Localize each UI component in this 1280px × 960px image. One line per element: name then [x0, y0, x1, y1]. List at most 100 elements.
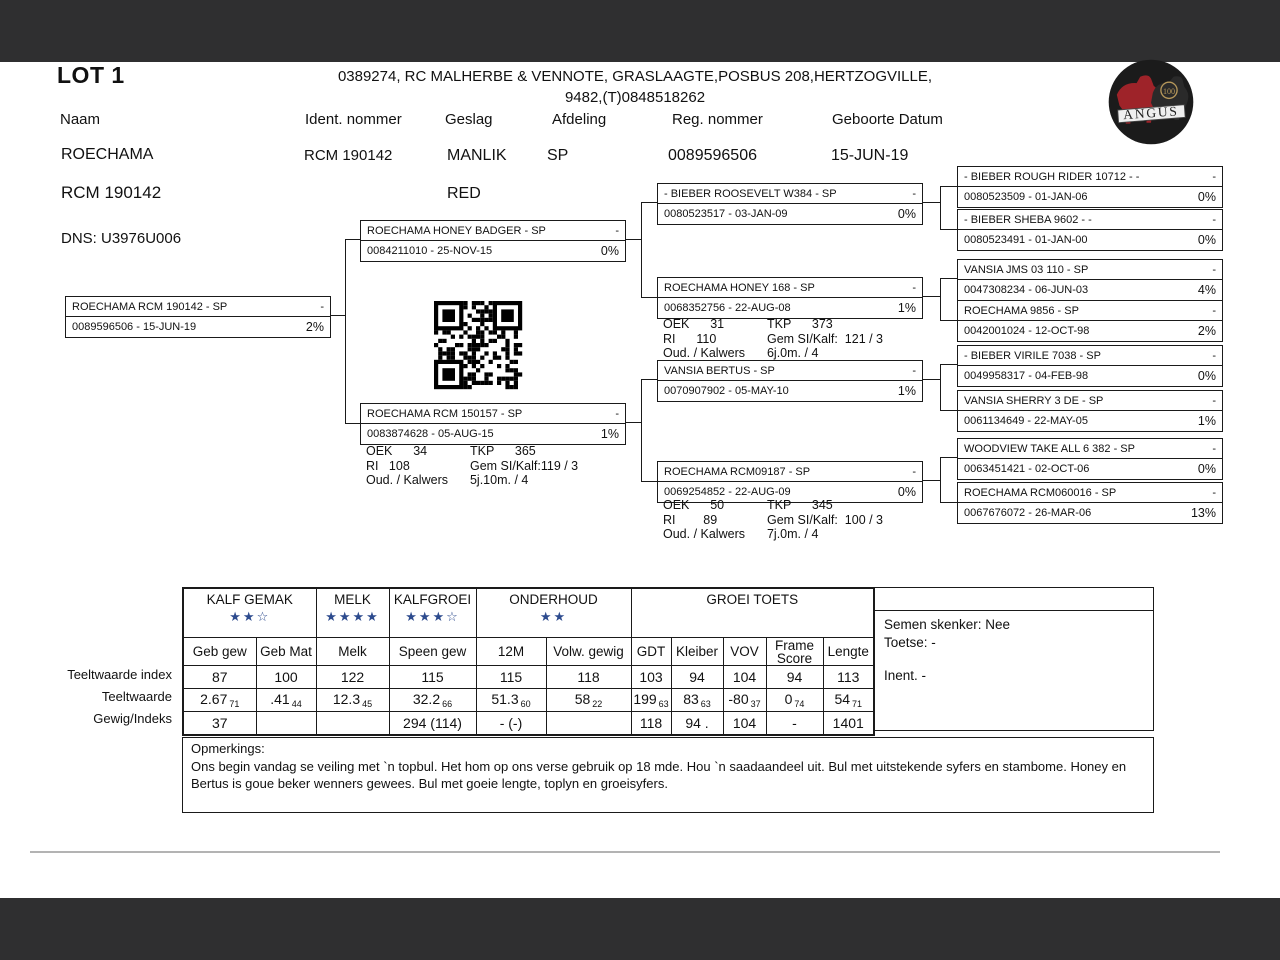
pedigree-box-ssd: - BIEBER SHEBA 9602 - - - 0080523491 - 01-… [957, 209, 1223, 251]
ebv-accuracy: 74 [794, 699, 805, 710]
animal-reg-date: 0080523517 - 03-JAN-09 [664, 208, 788, 220]
animal-reg-date: 0083874628 - 05-AUG-15 [367, 428, 494, 440]
dash: - [1212, 350, 1216, 362]
stats-left-column: OEK 34 RI 108 Oud. / Kalwers [366, 444, 448, 487]
ebv-accuracy: 45 [362, 699, 373, 710]
stats-left-column: OEK 50 RI 89 Oud. / Kalwers [663, 498, 745, 541]
value-name-line2: RCM 190142 [61, 183, 162, 202]
pedigree-bracket [641, 379, 658, 482]
label-geslag: Geslag [445, 111, 493, 128]
pedigree-bracket [940, 457, 958, 503]
animal-name: ROECHAMA HONEY BADGER - SP [367, 225, 546, 237]
pedigree-box-dds: WOODVIEW TAKE ALL 6 382 - SP - 0063451421 … [957, 438, 1223, 480]
column-header: Melk [315, 637, 390, 666]
column-header: GDT [630, 637, 672, 666]
ebv-cell: 2.67 71 [182, 688, 257, 712]
ebv-value: 0 [784, 690, 793, 707]
weight-cell: 294 (114) [388, 711, 477, 736]
inbreeding-pct: 1% [897, 301, 916, 315]
column-header: Frame Score [765, 637, 824, 666]
remarks-box: Opmerkings: Ons begin vandag se veiling … [182, 737, 1154, 813]
animal-name: - BIEBER SHEBA 9602 - - [964, 214, 1092, 226]
value-geboorte-datum: 15-JUN-19 [831, 147, 909, 164]
ebv-accuracy: 63 [700, 699, 711, 710]
animal-reg-date: 0080523509 - 01-JAN-06 [964, 191, 1088, 203]
ebv-accuracy: 71 [229, 699, 240, 710]
dash: - [912, 365, 916, 377]
group-label: KALFGROEI [393, 592, 472, 607]
ebv-value: -80 [728, 690, 749, 707]
animal-name: ROECHAMA 9856 - SP [964, 305, 1079, 317]
pedigree-box-ss: - BIEBER ROOSEVELT W384 - SP - 0080523517 … [657, 183, 923, 225]
column-header: Lengte [822, 637, 875, 666]
group-header-kalf-gemak: KALF GEMAK ★★☆ [182, 587, 317, 638]
animal-name: WOODVIEW TAKE ALL 6 382 - SP [964, 443, 1135, 455]
inbreeding-pct: 1% [600, 427, 619, 441]
value-geslag: MANLIK [447, 147, 507, 164]
index-cell: 115 [475, 665, 547, 689]
ebv-value: 58 [574, 690, 591, 707]
pedigree-box-sire: ROECHAMA HONEY BADGER - SP - 0084211010 - … [360, 220, 626, 262]
group-label: MELK [334, 592, 371, 607]
inbreeding-pct: 0% [1197, 462, 1216, 476]
ebv-value: 199 [633, 690, 657, 707]
column-header: 12M [475, 637, 547, 666]
stats-right-column: TKP 373 Gem SI/Kalf: 121 / 3 6j.0m. / 4 [766, 317, 884, 360]
inbreeding-pct: 1% [1197, 414, 1216, 428]
toetse: Toetse: - [884, 635, 936, 650]
animal-name: - BIEBER ROOSEVELT W384 - SP [664, 188, 837, 200]
pedigree-bracket [641, 202, 658, 298]
pedigree-connector [923, 296, 940, 297]
seller-address: 0389274, RC MALHERBE & VENNOTE, GRASLAAG… [240, 66, 1030, 108]
ebv-value: 32.2 [412, 690, 441, 707]
inent: Inent. - [884, 668, 927, 683]
row-label-gewig-indeks: Gewig/Indeks [93, 711, 172, 726]
animal-name: - BIEBER VIRILE 7038 - SP [964, 350, 1101, 362]
animal-reg-date: 0080523491 - 01-JAN-00 [964, 234, 1088, 246]
ebv-cell: 199 63 [630, 688, 672, 712]
teeltwaarde-index-row: 87 100 122 115 115 118 103 94 104 94 113 [182, 665, 875, 689]
inbreeding-pct: 0% [1197, 190, 1216, 204]
ebv-accuracy: 37 [750, 699, 761, 710]
weight-cell: 94 . [670, 711, 724, 736]
ebv-value: 54 [834, 690, 851, 707]
lot-number: LOT 1 [57, 62, 125, 88]
top-bar [0, 0, 1280, 62]
animal-name: ROECHAMA RCM 190142 - SP [72, 301, 228, 313]
pedigree-bracket [940, 278, 958, 321]
label-geboorte-datum: Geboorte Datum [832, 111, 943, 128]
animal-name: ROECHAMA RCM060016 - SP [964, 487, 1117, 499]
index-cell: 113 [822, 665, 875, 689]
index-cell: 118 [545, 665, 632, 689]
remarks-text: Ons begin vandag se veiling met `n topbu… [191, 758, 1127, 792]
pedigree-box-subject: ROECHAMA RCM 190142 - SP - 0089596506 - 15… [65, 296, 331, 338]
animal-reg-date: 0070907902 - 05-MAY-10 [664, 385, 789, 397]
footer-divider [30, 851, 1220, 853]
row-label-teeltwaarde: Teeltwaarde [101, 689, 172, 704]
weight-cell: 1401 [822, 711, 875, 736]
group-header-kalfgroei: KALFGROEI ★★★☆ [388, 587, 477, 638]
animal-reg-date: 0089596506 - 15-JUN-19 [72, 321, 197, 333]
column-header: Geb Mat [255, 637, 317, 666]
column-header: Speen gew [388, 637, 477, 666]
animal-name: ROECHAMA RCM 150157 - SP [367, 408, 523, 420]
dash: - [912, 188, 916, 200]
weight-cell [255, 711, 317, 736]
inbreeding-pct: 13% [1190, 506, 1216, 520]
weight-cell: - [765, 711, 824, 736]
animal-reg-date: 0061134649 - 22-MAY-05 [964, 415, 1088, 427]
inbreeding-pct: 0% [897, 207, 916, 221]
dash: - [1212, 443, 1216, 455]
pedigree-connector [626, 239, 641, 240]
seller-address-line2: 9482,(T)0848518262 [564, 89, 706, 106]
index-cell: 87 [182, 665, 257, 689]
gewig-indeks-row: 37 294 (114) - (-) 118 94 . 104-1401 [182, 711, 875, 736]
pedigree-box-sd: ROECHAMA HONEY 168 - SP - 0068352756 - 22-… [657, 277, 923, 319]
breeding-values-table: KALF GEMAK ★★☆ MELK ★★★★ KALFGROEI ★★★☆ ONDERH… [182, 587, 875, 736]
animal-reg-date: 0067676072 - 26-MAR-06 [964, 507, 1092, 519]
dash: - [1212, 264, 1216, 276]
animal-reg-date: 0063451421 - 02-OCT-06 [964, 463, 1090, 475]
weight-cell [545, 711, 632, 736]
pedigree-connector [626, 422, 641, 423]
value-reg-nommer: 0089596506 [668, 147, 757, 164]
